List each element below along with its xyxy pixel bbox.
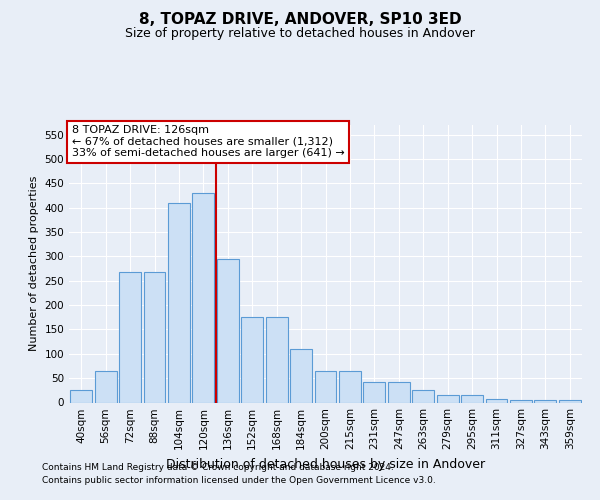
Bar [290,349,312,403]
Bar [193,193,214,402]
Bar [412,390,434,402]
Bar [217,259,239,402]
Bar [339,371,361,402]
Bar [168,203,190,402]
Bar [485,398,508,402]
Text: 8, TOPAZ DRIVE, ANDOVER, SP10 3ED: 8, TOPAZ DRIVE, ANDOVER, SP10 3ED [139,12,461,28]
Bar [535,400,556,402]
Bar [95,371,116,402]
Bar [70,390,92,402]
Bar [364,382,385,402]
X-axis label: Distribution of detached houses by size in Andover: Distribution of detached houses by size … [166,458,485,471]
Y-axis label: Number of detached properties: Number of detached properties [29,176,39,352]
Bar [559,400,581,402]
Bar [510,400,532,402]
Bar [266,318,287,402]
Text: Contains HM Land Registry data © Crown copyright and database right 2024.: Contains HM Land Registry data © Crown c… [42,462,394,471]
Text: Contains public sector information licensed under the Open Government Licence v3: Contains public sector information licen… [42,476,436,485]
Text: Size of property relative to detached houses in Andover: Size of property relative to detached ho… [125,28,475,40]
Bar [119,272,141,402]
Bar [461,395,483,402]
Bar [314,371,337,402]
Bar [241,318,263,402]
Text: 8 TOPAZ DRIVE: 126sqm
← 67% of detached houses are smaller (1,312)
33% of semi-d: 8 TOPAZ DRIVE: 126sqm ← 67% of detached … [71,125,344,158]
Bar [437,395,458,402]
Bar [143,272,166,402]
Bar [388,382,410,402]
